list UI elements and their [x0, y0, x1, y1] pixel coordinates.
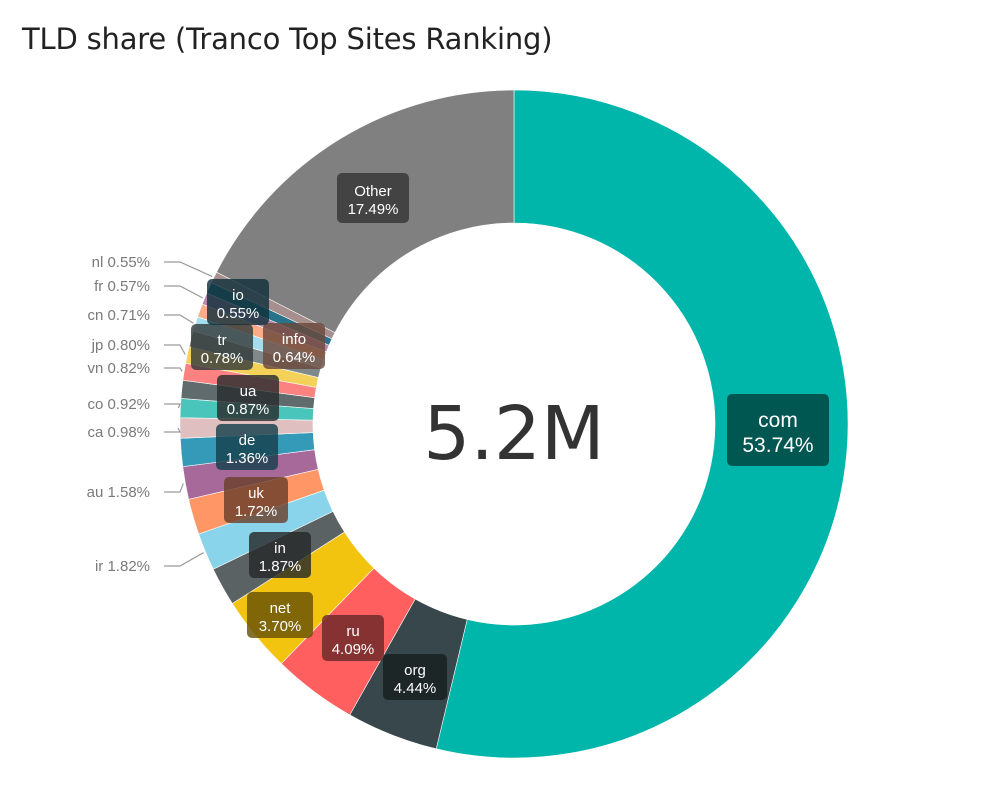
- inside-label-tr: tr0.78%: [191, 324, 253, 370]
- svg-text:0.78%: 0.78%: [201, 350, 244, 367]
- leader-line-au: [164, 483, 184, 493]
- svg-text:Other: Other: [354, 183, 392, 200]
- svg-text:tr: tr: [217, 332, 226, 349]
- svg-text:com: com: [758, 409, 798, 432]
- leader-line-vn: [164, 367, 183, 372]
- inside-label-ua: ua0.87%: [217, 375, 279, 421]
- outside-label-au: au 1.58%: [87, 484, 150, 501]
- svg-text:4.09%: 4.09%: [332, 641, 375, 658]
- leader-line-jp: [164, 344, 186, 355]
- leader-line-fr: [164, 285, 203, 299]
- svg-text:17.49%: 17.49%: [348, 201, 399, 218]
- svg-text:1.87%: 1.87%: [259, 558, 302, 575]
- svg-text:in: in: [274, 540, 286, 557]
- slice-com[interactable]: [435, 89, 849, 759]
- outside-label-jp: jp 0.80%: [91, 337, 150, 354]
- chart-title: TLD share (Tranco Top Sites Ranking): [22, 22, 553, 56]
- svg-text:org: org: [404, 662, 426, 679]
- leader-line-nl: [164, 261, 213, 278]
- svg-text:4.44%: 4.44%: [394, 680, 437, 697]
- svg-text:ua: ua: [240, 383, 257, 400]
- leader-line-cn: [164, 314, 194, 324]
- leader-lines-group: [164, 261, 213, 567]
- svg-text:ru: ru: [346, 623, 359, 640]
- svg-text:1.36%: 1.36%: [226, 450, 269, 467]
- svg-text:de: de: [239, 432, 256, 449]
- leader-line-ca: [164, 427, 181, 433]
- inside-label-uk: uk1.72%: [224, 477, 288, 523]
- inside-label-io: io0.55%: [207, 279, 269, 325]
- svg-text:uk: uk: [248, 485, 264, 502]
- svg-text:1.72%: 1.72%: [235, 503, 278, 520]
- outside-label-vn: vn 0.82%: [87, 360, 150, 377]
- outside-label-ir: ir 1.82%: [95, 558, 150, 575]
- svg-text:3.70%: 3.70%: [259, 618, 302, 635]
- outside-label-co: co 0.92%: [87, 396, 150, 413]
- svg-text:info: info: [282, 331, 306, 348]
- slice-labels-group: ir 1.82% au 1.58% ca 0.98% co 0.92% vn 0.82%…: [87, 173, 829, 700]
- inside-label-ru: ru4.09%: [322, 615, 384, 661]
- outside-label-fr: fr 0.57%: [94, 278, 150, 295]
- svg-text:0.87%: 0.87%: [227, 401, 270, 418]
- inside-label-in: in1.87%: [249, 532, 311, 578]
- outside-label-ca: ca 0.98%: [87, 424, 150, 441]
- outside-label-nl: nl 0.55%: [92, 254, 150, 271]
- svg-text:net: net: [270, 600, 292, 617]
- inside-label-de: de1.36%: [216, 424, 278, 470]
- svg-text:53.74%: 53.74%: [742, 434, 813, 457]
- svg-text:0.64%: 0.64%: [273, 349, 316, 366]
- outside-label-cn: cn 0.71%: [87, 307, 150, 324]
- leader-line-co: [164, 403, 181, 409]
- svg-text:io: io: [232, 287, 244, 304]
- center-total-label: 5.2M: [423, 391, 605, 477]
- leader-line-ir: [164, 552, 204, 567]
- svg-text:0.55%: 0.55%: [217, 305, 260, 322]
